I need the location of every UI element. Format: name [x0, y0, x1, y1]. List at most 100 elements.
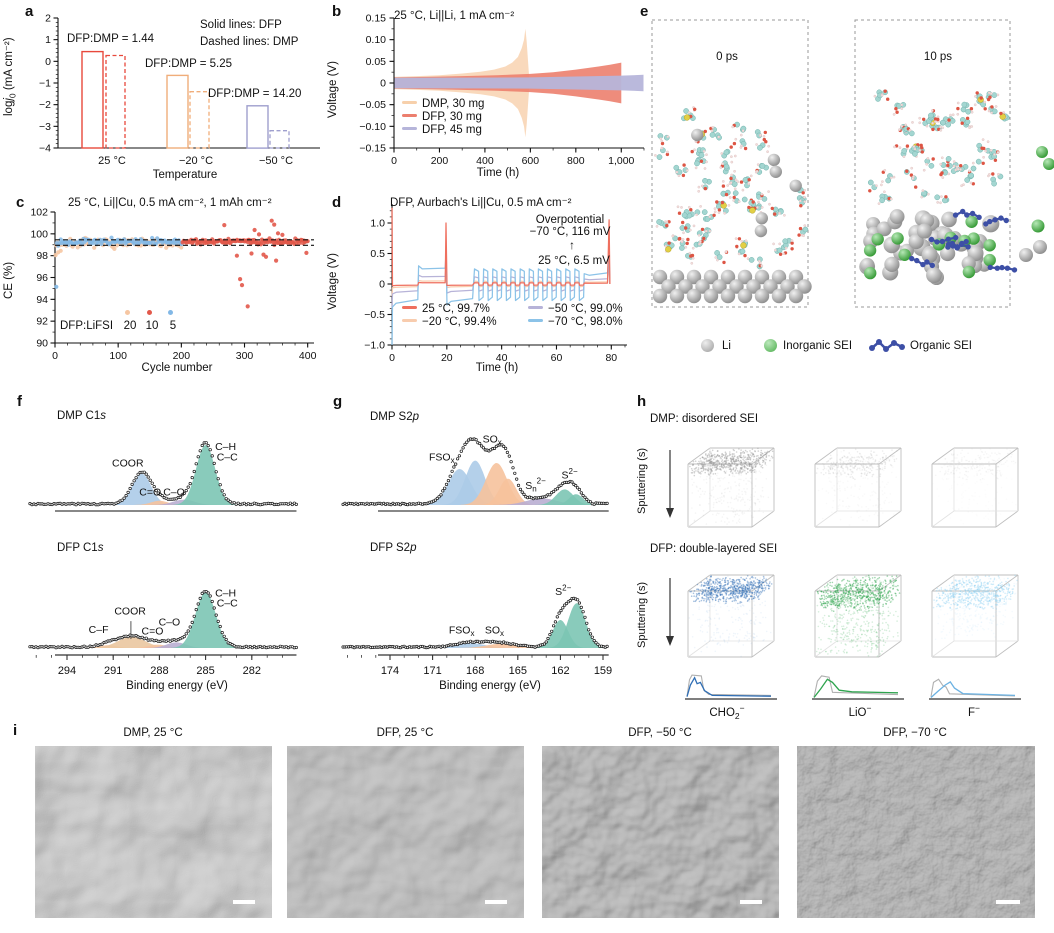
svg-text:1,000: 1,000 — [608, 155, 634, 167]
c-legend-value-10: 10 — [145, 320, 159, 332]
legend-label: DMP, 30 mg — [422, 98, 485, 110]
svg-text:C–H: C–H — [215, 441, 236, 453]
svg-text:−0.15: −0.15 — [359, 143, 386, 155]
sem-image-dfp-minus70c — [797, 746, 1035, 918]
svg-text:102: 102 — [30, 207, 48, 219]
svg-text:285: 285 — [196, 665, 214, 677]
svg-text:174: 174 — [381, 665, 399, 677]
e-legend-inorganic: Inorganic SEI — [783, 340, 853, 352]
legend-label: DFP, 45 mg — [422, 124, 482, 136]
svg-text:−0.5: −0.5 — [364, 309, 385, 321]
tof-sims-3d-renders — [666, 447, 1021, 700]
ion-sub: 2 — [734, 711, 740, 722]
panel-label-i: i — [13, 722, 18, 739]
svg-text:288: 288 — [150, 665, 168, 677]
svg-text:100: 100 — [30, 228, 48, 240]
b-y-axis-label: Voltage (V) — [327, 61, 339, 119]
svg-text:90: 90 — [36, 338, 48, 350]
legend-dashed-dmp: Dashed lines: DMP — [200, 36, 299, 48]
xps-spectrum-dfp-s2p: 174 171 168 165 162 159 FSOx SOx S2− — [341, 583, 612, 677]
svg-text:−0.05: −0.05 — [359, 99, 386, 111]
legend-label: −50 °C, 99.0% — [548, 303, 623, 315]
svg-text:S2−: S2− — [555, 583, 571, 598]
svg-text:0: 0 — [45, 56, 51, 68]
legend-solid-dfp: Solid lines: DFP — [200, 19, 282, 31]
svg-text:C–C: C–C — [217, 598, 238, 610]
ylabel-log: log — [3, 100, 15, 117]
svg-text:SOx: SOx — [485, 624, 504, 638]
title-orbital: s — [97, 542, 104, 554]
svg-text:200: 200 — [431, 155, 449, 167]
ion-sup: − — [739, 703, 745, 713]
b-legend-item-dfp30: DFP, 30 mg — [402, 111, 482, 125]
svg-text:282: 282 — [243, 665, 261, 677]
legend-label: −70 °C, 98.0% — [548, 316, 623, 328]
xps-spectrum-dfp-c1s: 294 291 288 285 282 C–F COOR C=OC–O C–HC–C — [28, 588, 298, 677]
svg-text:25 °C: 25 °C — [98, 155, 126, 167]
b-legend-item-dfp45: DFP, 45 mg — [402, 124, 482, 138]
panel-label-g: g — [333, 393, 343, 410]
f-title-dmp: DMP C1s — [57, 410, 106, 424]
c-legend-dot-20 — [125, 310, 130, 315]
ion-main: LiO — [848, 706, 867, 719]
title-orbital: p — [410, 542, 417, 554]
svg-text:C=O: C=O — [142, 626, 164, 638]
svg-text:0: 0 — [379, 279, 385, 291]
c-x-axis-label: Cycle number — [141, 362, 213, 374]
c-legend-prefix: DFP:LiFSI — [60, 320, 114, 332]
legend-swatch — [402, 126, 417, 130]
organic-sei-icon — [869, 339, 905, 352]
svg-text:600: 600 — [522, 155, 540, 167]
f-title-dfp: DFP C1s — [57, 542, 103, 556]
svg-text:0: 0 — [52, 350, 58, 362]
ion-main: CHO — [709, 706, 735, 719]
svg-text:2: 2 — [45, 13, 51, 25]
ylabel-0: 0 — [7, 93, 18, 99]
md-simulation-snapshots — [651, 19, 1054, 308]
svg-text:168: 168 — [466, 665, 484, 677]
d-annotation-minus70: −70 °C, 116 mV — [529, 226, 611, 238]
a-x-axis-label: Temperature — [152, 169, 218, 181]
c-title: 25 °C, Li||Cu, 0.5 mA cm⁻², 1 mAh cm⁻² — [68, 197, 272, 209]
panel-label-h: h — [637, 393, 647, 410]
svg-text:200: 200 — [173, 350, 191, 362]
svg-text:291: 291 — [104, 665, 122, 677]
svg-text:−3: −3 — [39, 121, 51, 133]
svg-text:800: 800 — [567, 155, 585, 167]
svg-text:100: 100 — [109, 350, 127, 362]
svg-text:162: 162 — [551, 665, 569, 677]
title-text: DFP C1 — [57, 542, 98, 554]
arrow-up-icon: ↑ — [569, 238, 575, 252]
svg-text:92: 92 — [36, 316, 48, 328]
c-legend-dot-10 — [147, 310, 152, 315]
svg-text:400: 400 — [299, 350, 317, 362]
d-annotation-25c: 25 °C, 6.5 mV — [538, 255, 610, 267]
panel-label-b: b — [332, 3, 342, 20]
svg-text:C–O: C–O — [163, 486, 185, 498]
sem-image-dfp-25c — [287, 746, 524, 918]
title-orbital: s — [100, 410, 106, 422]
svg-text:0.15: 0.15 — [366, 13, 387, 25]
svg-text:98: 98 — [36, 250, 48, 262]
e-legend-organic: Organic SEI — [910, 340, 972, 352]
g-title-dmp: DMP S2p — [370, 411, 419, 425]
sem-title-dfp-m50: DFP, −50 °C — [628, 727, 692, 739]
svg-text:C–H: C–H — [215, 588, 236, 600]
ratio-label-minus20c: DFP:DMP = 5.25 — [145, 58, 233, 70]
svg-text:SOx: SOx — [483, 434, 502, 448]
panel-label-e: e — [640, 3, 649, 20]
d-title: DFP, Aurbach's Li||Cu, 0.5 mA cm⁻² — [390, 197, 572, 209]
ion-main: F — [968, 706, 976, 719]
ion-label-cho2: CHO2− — [709, 703, 744, 721]
svg-text:S2−: S2− — [562, 467, 578, 482]
ion-label-f: F− — [968, 703, 980, 721]
ion-sup: − — [975, 703, 980, 713]
b-x-axis-label: Time (h) — [476, 167, 520, 179]
svg-text:165: 165 — [509, 665, 527, 677]
ion-sup: − — [866, 703, 872, 713]
svg-text:−4: −4 — [39, 143, 51, 155]
svg-text:COOR: COOR — [114, 605, 146, 617]
f-x-axis-label: Binding energy (eV) — [126, 680, 228, 692]
title-text: DMP C1 — [57, 410, 101, 422]
